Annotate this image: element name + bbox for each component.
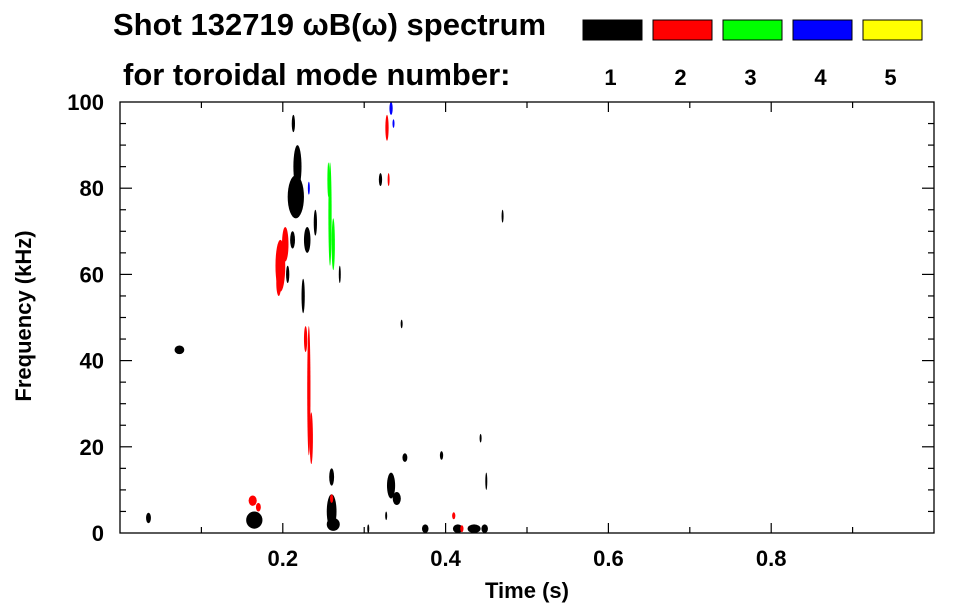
mode-1-blob-12 bbox=[329, 468, 335, 486]
mode-1-blob-22 bbox=[452, 524, 463, 533]
mode-1-blob-24 bbox=[481, 524, 488, 533]
tick-labels: 0.2 0.4 0.6 0.8 0 20 40 60 80 100 bbox=[67, 90, 786, 571]
mode-4-blob-2 bbox=[392, 119, 395, 128]
mode-4-blob-1 bbox=[307, 181, 310, 195]
mode-1-blob-19 bbox=[400, 319, 403, 329]
mode-1-blob-8 bbox=[303, 226, 311, 253]
x-axis-label: Time (s) bbox=[485, 578, 569, 603]
mode-3-blob-1 bbox=[331, 218, 335, 271]
mode-1-blob-11 bbox=[326, 517, 340, 531]
mode-1-blob-23 bbox=[467, 524, 481, 533]
mode-1-blob-6 bbox=[290, 231, 296, 249]
mode-1-blob-28 bbox=[367, 524, 370, 533]
y-tick-label-100: 100 bbox=[67, 90, 104, 115]
legend-swatch-mode-2 bbox=[652, 19, 713, 41]
y-tick-label-60: 60 bbox=[80, 262, 104, 287]
mode-2-blob-5 bbox=[303, 326, 308, 352]
mode-1-blob-7 bbox=[286, 265, 290, 284]
mode-1-blob-13 bbox=[313, 209, 317, 236]
mode-2-blob-11 bbox=[460, 525, 464, 533]
chart-title-line1: Shot 132719 ωB(ω) spectrum bbox=[113, 7, 546, 42]
mode-1-blob-0 bbox=[146, 512, 151, 524]
legend-label-mode-3: 3 bbox=[744, 65, 756, 90]
y-tick-label-40: 40 bbox=[80, 349, 104, 374]
legend-swatch-mode-1 bbox=[582, 19, 643, 41]
legend-label-mode-1: 1 bbox=[604, 65, 616, 90]
mode-1-blob-20 bbox=[421, 524, 429, 533]
mode-1-blob-4 bbox=[293, 145, 302, 189]
mode-2-blob-7 bbox=[255, 502, 261, 512]
mode-1-blob-27 bbox=[501, 209, 504, 223]
legend-label-mode-5: 5 bbox=[884, 65, 896, 90]
mode-1-blob-15 bbox=[386, 472, 396, 499]
legend-label-mode-4: 4 bbox=[814, 65, 827, 90]
mode-1-blob-17 bbox=[402, 453, 408, 462]
mode-2-blob-4 bbox=[309, 412, 313, 465]
mode-2-blob-10 bbox=[452, 512, 456, 520]
mode-2-blob-6 bbox=[248, 495, 257, 506]
x-tick-label-0.4: 0.4 bbox=[430, 546, 461, 571]
chart-title-line2: for toroidal mode number: bbox=[123, 57, 511, 92]
mode-2-blob-9 bbox=[387, 173, 390, 187]
mode-3-blob-2 bbox=[327, 162, 330, 197]
mode-2-blob-1 bbox=[281, 226, 289, 262]
mode-1-blob-26 bbox=[485, 472, 488, 490]
mode-1-blob-29 bbox=[385, 511, 388, 521]
y-tick-label-80: 80 bbox=[80, 176, 104, 201]
mode-2-blob-8 bbox=[385, 114, 389, 141]
legend-label-mode-2: 2 bbox=[674, 65, 686, 90]
mode-1-blob-16 bbox=[392, 492, 401, 505]
mode-2-blob-12 bbox=[330, 494, 334, 503]
mode-1-blob-25 bbox=[479, 433, 482, 443]
plot-frame bbox=[119, 101, 935, 534]
plot-marks bbox=[146, 102, 504, 533]
mode-1-blob-18 bbox=[378, 173, 383, 187]
y-axis-label: Frequency (kHz) bbox=[11, 230, 36, 401]
mode-1-blob-9 bbox=[301, 278, 305, 314]
mode-1-blob-14 bbox=[338, 265, 341, 284]
legend-swatch-mode-3 bbox=[722, 19, 783, 41]
mode-1-blob-3 bbox=[287, 175, 304, 219]
x-tick-label-0.8: 0.8 bbox=[756, 546, 787, 571]
x-tick-label-0.2: 0.2 bbox=[268, 546, 299, 571]
mode-2-blob-3 bbox=[307, 326, 311, 456]
y-tick-label-0: 0 bbox=[92, 521, 104, 546]
legend-swatch-mode-4 bbox=[792, 19, 853, 41]
legend-swatch-mode-5 bbox=[862, 19, 923, 41]
legend: 1 2 3 4 5 bbox=[582, 19, 923, 90]
mode-4-blob-0 bbox=[389, 102, 393, 115]
axis-ticks bbox=[120, 102, 934, 533]
mode-1-blob-21 bbox=[439, 451, 444, 460]
mode-1-blob-2 bbox=[246, 511, 263, 529]
mode-1-blob-5 bbox=[291, 114, 296, 133]
y-tick-label-20: 20 bbox=[80, 435, 104, 460]
x-tick-label-0.6: 0.6 bbox=[593, 546, 624, 571]
mode-1-blob-1 bbox=[174, 345, 185, 355]
mode-2-blob-2 bbox=[276, 270, 282, 296]
